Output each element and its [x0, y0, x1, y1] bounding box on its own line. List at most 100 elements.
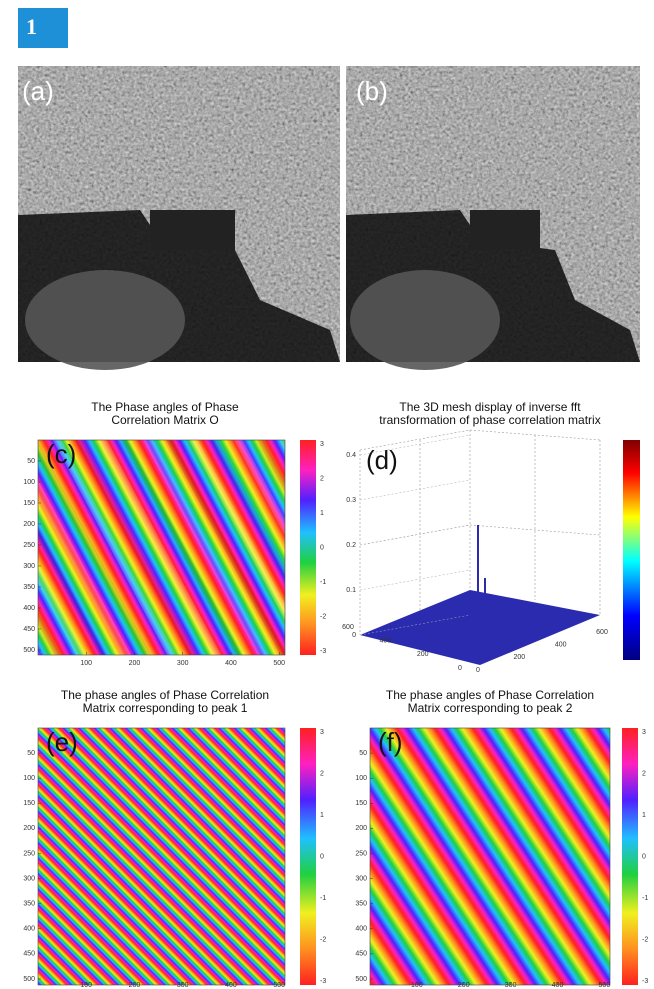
y-tick-label: 500	[23, 647, 35, 654]
colorbar	[300, 728, 316, 985]
colorbar-tick-label: 2	[320, 475, 324, 482]
colorbar-tick-label: 0	[320, 853, 324, 860]
x-tick-label: 300	[505, 982, 517, 989]
y-tick-label: 450	[23, 951, 35, 958]
x-tick-label: 200	[129, 982, 141, 989]
z-tick-label: 0.3	[346, 497, 356, 504]
panel-title: The Phase angles of Phase	[91, 400, 239, 414]
y-tick-label: 400	[23, 926, 35, 933]
colorbar-tick-label: 1	[320, 812, 324, 819]
x-tick-label: 200	[129, 660, 141, 667]
y-tick-label: 100	[23, 479, 35, 486]
colorbar-tick-label: 3	[320, 441, 324, 448]
panel-label: (f)	[378, 727, 403, 757]
y-tick-label: 500	[23, 976, 35, 983]
y-tick-label: 150	[23, 500, 35, 507]
grid-line	[359, 569, 471, 591]
y-tick-label: 500	[355, 976, 367, 983]
grid-line	[359, 524, 471, 546]
grid-line	[359, 479, 471, 501]
panel-label: (b)	[356, 76, 388, 106]
x-tick-label: 400	[225, 982, 237, 989]
y-tick-label: 200	[355, 825, 367, 832]
colorbar-tick-label: -3	[642, 978, 648, 985]
figure-number: 1	[26, 14, 37, 39]
colorbar-tick-label: -1	[320, 895, 326, 902]
z-tick-label: 0.4	[346, 452, 356, 459]
x-tick-label: 200	[513, 654, 525, 661]
plot-frame	[37, 727, 286, 986]
y-tick-label: 150	[23, 800, 35, 807]
colorbar-tick-label: 1	[320, 510, 324, 517]
panel-label: (a)	[22, 76, 54, 106]
y-tick-label: 150	[355, 800, 367, 807]
grid-line	[359, 614, 471, 636]
y-tick-label: 600	[342, 624, 354, 631]
grid-line	[359, 434, 471, 456]
image-a: (a)	[18, 66, 340, 370]
y-tick-label: 50	[27, 458, 35, 465]
x-tick-label: 400	[552, 982, 564, 989]
y-tick-label: 300	[23, 563, 35, 570]
x-tick-label: 100	[80, 982, 92, 989]
y-tick-label: 350	[355, 901, 367, 908]
colorbar-tick-label: -2	[320, 936, 326, 943]
panel-label: (c)	[46, 439, 76, 469]
x-tick-label: 200	[458, 982, 470, 989]
panel-title: Correlation Matrix O	[111, 413, 218, 427]
y-tick-label: 100	[23, 775, 35, 782]
y-tick-label: 400	[23, 605, 35, 612]
z-tick-label: 0.1	[346, 587, 356, 594]
y-tick-label: 50	[27, 750, 35, 757]
y-tick-label: 200	[23, 825, 35, 832]
colorbar-tick-label: 3	[642, 729, 646, 736]
x-tick-label: 100	[411, 982, 423, 989]
plot-frame	[369, 727, 611, 986]
x-tick-label: 500	[599, 982, 611, 989]
y-tick-label: 200	[23, 521, 35, 528]
y-tick-label: 250	[355, 850, 367, 857]
y-tick-label: 100	[355, 775, 367, 782]
y-tick-label: 250	[23, 542, 35, 549]
x-tick-label: 400	[225, 660, 237, 667]
y-tick-label: 50	[359, 750, 367, 757]
z-tick-label: 0	[352, 632, 356, 639]
colorbar-tick-label: -3	[320, 648, 326, 655]
panel-title: The phase angles of Phase Correlation	[386, 688, 594, 702]
y-tick-label: 300	[355, 875, 367, 882]
x-tick-label: 0	[476, 667, 480, 674]
x-tick-label: 500	[273, 660, 285, 667]
x-tick-label: 600	[596, 629, 608, 636]
panel-title: Matrix corresponding to peak 2	[408, 701, 573, 715]
x-tick-label: 300	[177, 982, 189, 989]
y-tick-label: 200	[417, 651, 429, 658]
panel-label: (d)	[366, 445, 398, 475]
panel-title: transformation of phase correlation matr…	[379, 413, 600, 427]
colorbar-tick-label: -2	[320, 613, 326, 620]
x-tick-label: 300	[177, 660, 189, 667]
colorbar-tick-label: -2	[642, 936, 648, 943]
x-tick-label: 500	[273, 982, 285, 989]
colorbar-tick-label: 0	[320, 544, 324, 551]
mesh-floor	[360, 590, 600, 665]
y-tick-label: 400	[379, 638, 391, 645]
plot-frame	[37, 439, 286, 656]
colorbar-tick-label: 0	[642, 853, 646, 860]
colorbar-tick-label: -1	[642, 895, 648, 902]
y-tick-label: 450	[23, 626, 35, 633]
colorbar	[300, 440, 316, 655]
phase-texture	[38, 440, 285, 655]
panel-label: (e)	[46, 727, 78, 757]
y-tick-label: 450	[355, 951, 367, 958]
y-tick-label: 300	[23, 875, 35, 882]
y-tick-label: 350	[23, 584, 35, 591]
colorbar-tick-label: -3	[320, 978, 326, 985]
y-tick-label: 350	[23, 901, 35, 908]
colorbar	[622, 728, 638, 985]
phase-image	[370, 728, 610, 985]
colorbar-tick-label: 1	[642, 812, 646, 819]
y-tick-label: 250	[23, 850, 35, 857]
y-tick-label: 0	[458, 665, 462, 672]
y-tick-label: 400	[355, 926, 367, 933]
